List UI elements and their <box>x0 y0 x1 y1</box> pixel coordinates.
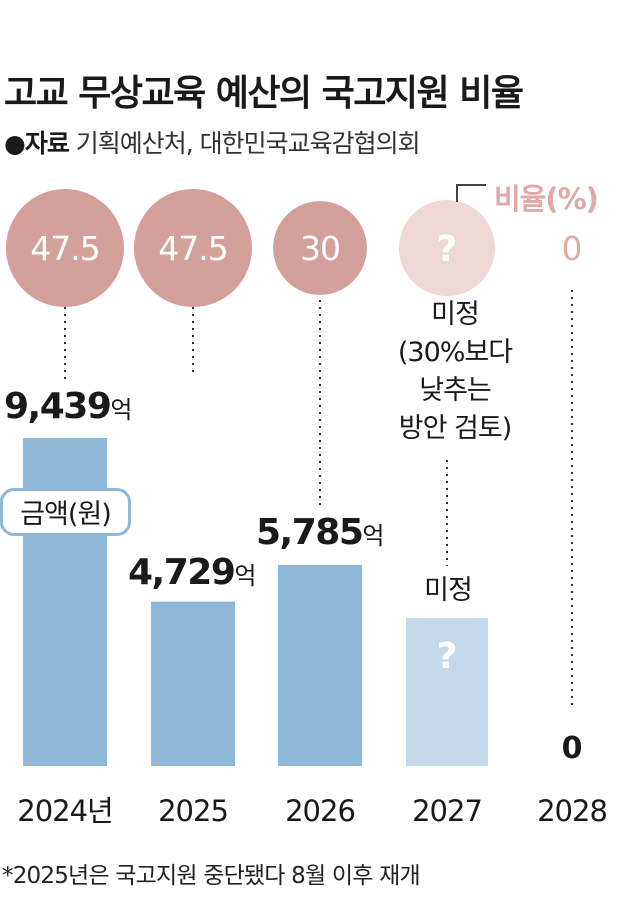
note-line: 방안 검토) <box>398 413 512 444</box>
amount-bar <box>151 601 235 766</box>
amount-label-2028: 0 <box>562 731 583 766</box>
amount-label-2024: 9,439억 <box>4 386 132 427</box>
amount-bar-undecided <box>406 618 488 766</box>
x-tick-label: 2028 <box>537 794 607 828</box>
note-line: 미정 <box>431 299 480 330</box>
rate-circle <box>6 189 124 307</box>
rate-label: 0 <box>562 229 583 268</box>
rate-label: 30 <box>300 229 340 268</box>
source-text: 기획예산처, 대한민국교육감협의회 <box>75 129 421 158</box>
rate-circle <box>134 189 252 307</box>
x-tick-label: 2026 <box>285 794 355 828</box>
x-tick-label: 2024년 <box>17 794 112 828</box>
rate-circle <box>273 201 367 295</box>
legend-amount: 금액(원) <box>0 488 131 536</box>
legend-bracket-icon <box>456 184 486 202</box>
footnote: *2025년은 국고지원 중단됐다 8월 이후 재개 <box>2 863 421 889</box>
source-line: ●자료 기획예산처, 대한민국교육감협의회 <box>4 124 421 160</box>
rate-circle <box>399 200 495 296</box>
x-tick-label: 2027 <box>412 794 482 828</box>
x-tick-label: 2025 <box>158 794 228 828</box>
legend-rate: 비율(%) <box>494 182 599 216</box>
page-title: 고교 무상교육 예산의 국고지원 비율 <box>4 73 524 114</box>
rate-label: 47.5 <box>158 229 227 268</box>
bar-undecided-mark: ? <box>437 636 458 677</box>
amount-label-2027: 미정 <box>424 575 473 606</box>
rate-label: ? <box>437 229 458 270</box>
amount-label-2025: 4,729억 <box>128 552 256 593</box>
source-label: ●자료 <box>4 129 70 158</box>
amount-bar <box>278 564 362 766</box>
note-line: 낮추는 <box>419 375 492 406</box>
amount-label-2026: 5,785억 <box>256 512 384 553</box>
note-2027: 미정 (30%보다 낮추는 방안 검토) <box>370 296 540 448</box>
rate-label: 47.5 <box>30 229 99 268</box>
note-line: (30%보다 <box>397 337 513 368</box>
